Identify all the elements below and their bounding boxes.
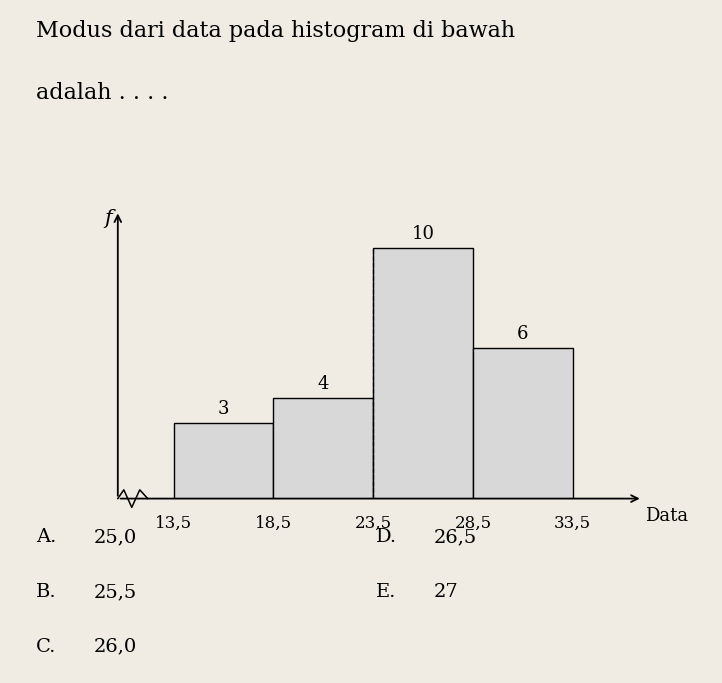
Text: 23,5: 23,5 (355, 515, 392, 532)
Text: 25,0: 25,0 (94, 529, 137, 546)
Text: 28,5: 28,5 (454, 515, 492, 532)
Text: E.: E. (375, 583, 396, 601)
Text: 10: 10 (412, 225, 435, 243)
Text: C.: C. (36, 638, 56, 656)
Text: 4: 4 (318, 376, 329, 393)
Bar (274, 398, 373, 499)
Text: Modus dari data pada histogram di bawah: Modus dari data pada histogram di bawah (36, 20, 516, 42)
Text: D.: D. (375, 529, 396, 546)
Text: 18,5: 18,5 (255, 515, 292, 532)
Text: B.: B. (36, 583, 57, 601)
Text: 3: 3 (218, 400, 230, 419)
Text: 27: 27 (433, 583, 458, 601)
Text: 13,5: 13,5 (155, 515, 192, 532)
Text: 33,5: 33,5 (554, 515, 591, 532)
Text: 26,5: 26,5 (433, 529, 477, 546)
Bar (174, 423, 274, 499)
Bar (373, 248, 473, 499)
Text: 26,0: 26,0 (94, 638, 137, 656)
Bar (473, 348, 573, 499)
Text: f: f (104, 208, 112, 227)
Text: Data: Data (645, 507, 687, 525)
Text: 6: 6 (517, 325, 529, 344)
Text: A.: A. (36, 529, 56, 546)
Text: 25,5: 25,5 (94, 583, 137, 601)
Text: adalah . . . .: adalah . . . . (36, 82, 169, 104)
